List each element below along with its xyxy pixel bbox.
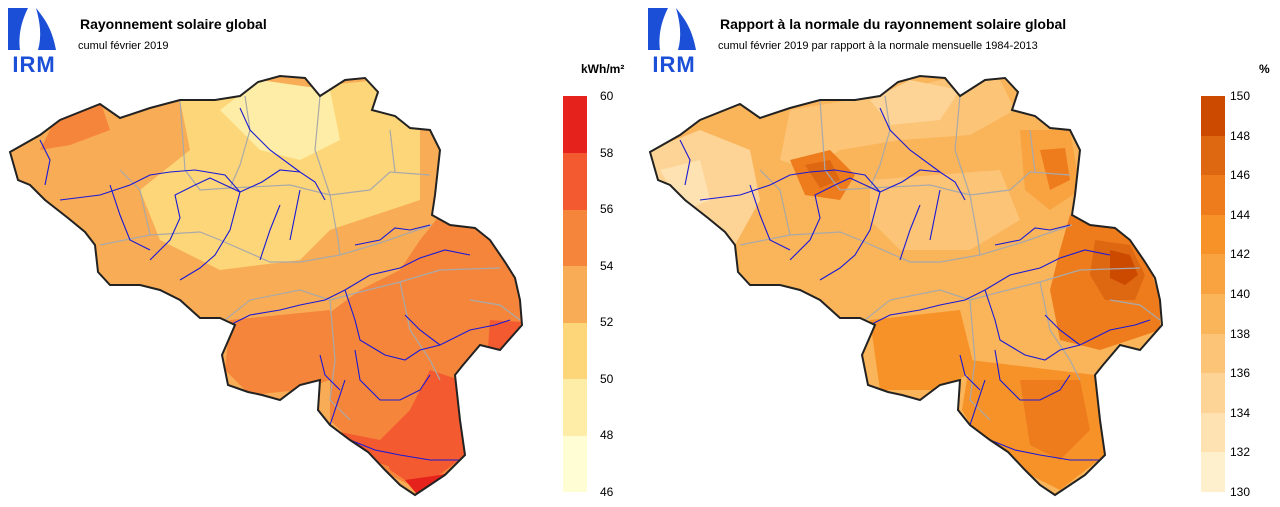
map-title: Rapport à la normale du rayonnement sola…: [720, 16, 1067, 32]
legend-band: [1201, 254, 1225, 294]
legend-unit: %: [1259, 62, 1270, 76]
legend-tick: 140: [1230, 287, 1251, 301]
legend-tick: 136: [1230, 366, 1251, 380]
irm-logo: IRM: [646, 6, 698, 77]
legend-band: [563, 323, 587, 379]
legend-tick: 60: [600, 89, 614, 103]
legend-band: [1201, 215, 1225, 254]
irm-logo-mark: [8, 8, 56, 50]
legend-tick: 130: [1230, 485, 1251, 499]
legend-tick: 150: [1230, 89, 1251, 103]
legend-band: [563, 379, 587, 436]
legend-band: [1201, 136, 1225, 175]
irm-logo-mark: [648, 8, 696, 50]
legend-tick: 142: [1230, 247, 1251, 261]
map-subtitle: cumul février 2019: [78, 40, 169, 52]
legend-tick: 54: [600, 259, 614, 273]
right-panel: IRM Rapport à la normale du rayonnement …: [640, 0, 1280, 507]
legend-tick: 50: [600, 372, 614, 386]
legend-tick: 58: [600, 146, 614, 160]
legend-band: [1201, 175, 1225, 215]
belgium-radiation-ratio-map: [648, 74, 1164, 497]
legend-band: [1201, 452, 1225, 492]
logo-text: IRM: [652, 52, 696, 77]
legend-tick: 138: [1230, 327, 1251, 341]
legend-band: [563, 210, 587, 266]
legend-tick: 46: [600, 485, 614, 499]
legend-band: [563, 153, 587, 210]
legend-tick: 48: [600, 428, 614, 442]
logo-text: IRM: [12, 52, 56, 77]
legend-tick: 52: [600, 315, 614, 329]
map-title: Rayonnement solaire global: [80, 16, 267, 32]
legend-tick: 56: [600, 202, 614, 216]
legend-band: [563, 436, 587, 492]
legend-tick: 144: [1230, 208, 1251, 222]
legend-unit: kWh/m²: [581, 62, 625, 76]
legend-band: [563, 266, 587, 323]
legend-band: [1201, 373, 1225, 413]
legend-band: [1201, 413, 1225, 452]
map-subtitle: cumul février 2019 par rapport à la norm…: [718, 40, 1038, 52]
legend-band: [1201, 96, 1225, 136]
left-panel: IRM Rayonnement solaire global cumul fév…: [6, 6, 625, 499]
legend-tick: 146: [1230, 168, 1251, 182]
irm-logo: IRM: [6, 6, 58, 77]
legend-tick: 132: [1230, 445, 1251, 459]
legend-tick: 134: [1230, 406, 1251, 420]
legend-band: [1201, 294, 1225, 334]
belgium-solar-radiation-map: [8, 74, 524, 497]
legend-band: [1201, 334, 1225, 373]
legend-tick: 148: [1230, 129, 1251, 143]
legend-band: [563, 96, 587, 153]
